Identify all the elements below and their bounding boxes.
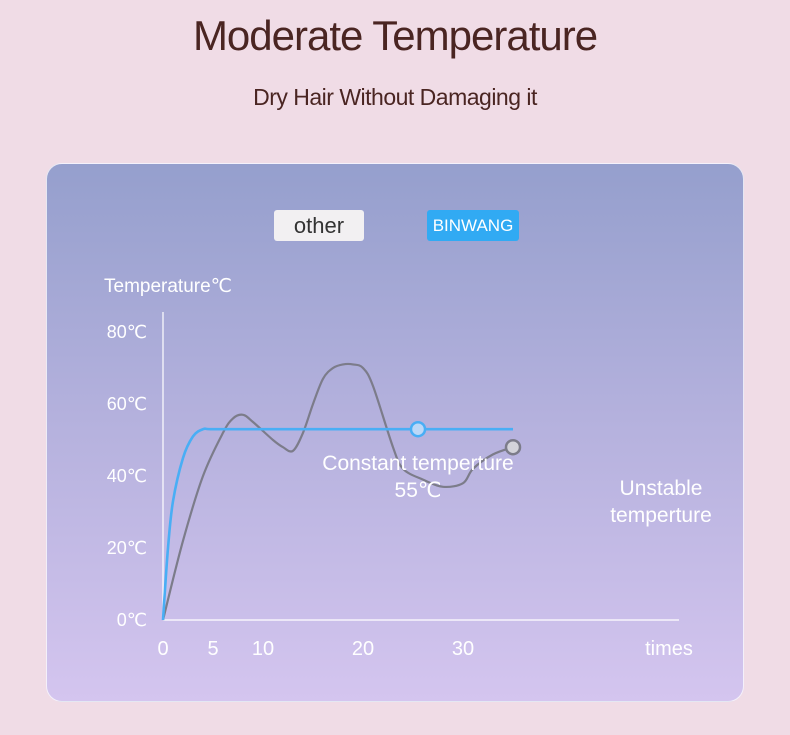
y-tick-label: 20℃ (107, 538, 147, 558)
binwang-marker-point (409, 420, 427, 438)
temperature-chart: Temperature℃ 80℃ 60℃ 40℃ 20℃ 0℃ 0 5 10 20 30 time… (104, 276, 712, 660)
x-tick-label: 20 (352, 638, 374, 660)
page-title: Moderate Temperature (192, 12, 598, 59)
x-tick-label: 30 (452, 638, 474, 660)
x-tick-label: 0 (157, 638, 168, 660)
y-axis-label: Temperature℃ (104, 276, 232, 297)
x-axis-label: times (645, 638, 693, 660)
series-other-line (161, 362, 514, 621)
x-tick-label: 10 (252, 638, 274, 660)
other-marker-point (504, 438, 522, 456)
legend-binwang: BINWANG (427, 210, 519, 241)
legend-other: other (274, 210, 364, 241)
y-tick-label: 0℃ (117, 610, 147, 630)
y-tick-label: 40℃ (107, 466, 147, 486)
annotation-unstable-line2: temperture (610, 504, 712, 527)
chart-card: other BINWANG Temperature℃ 80℃ 60℃ 40℃ 20℃ 0… (46, 163, 744, 702)
y-tick-label: 60℃ (107, 394, 147, 414)
y-tick-label: 80℃ (107, 322, 147, 342)
page-subtitle: Dry Hair Without Damaging it (253, 84, 537, 110)
annotation-unstable-line1: Unstable (620, 477, 703, 500)
annotation-constant-line1: Constant temperture (322, 452, 513, 475)
annotation-constant-line2: 55℃ (395, 479, 442, 502)
x-tick-label: 5 (207, 638, 218, 660)
